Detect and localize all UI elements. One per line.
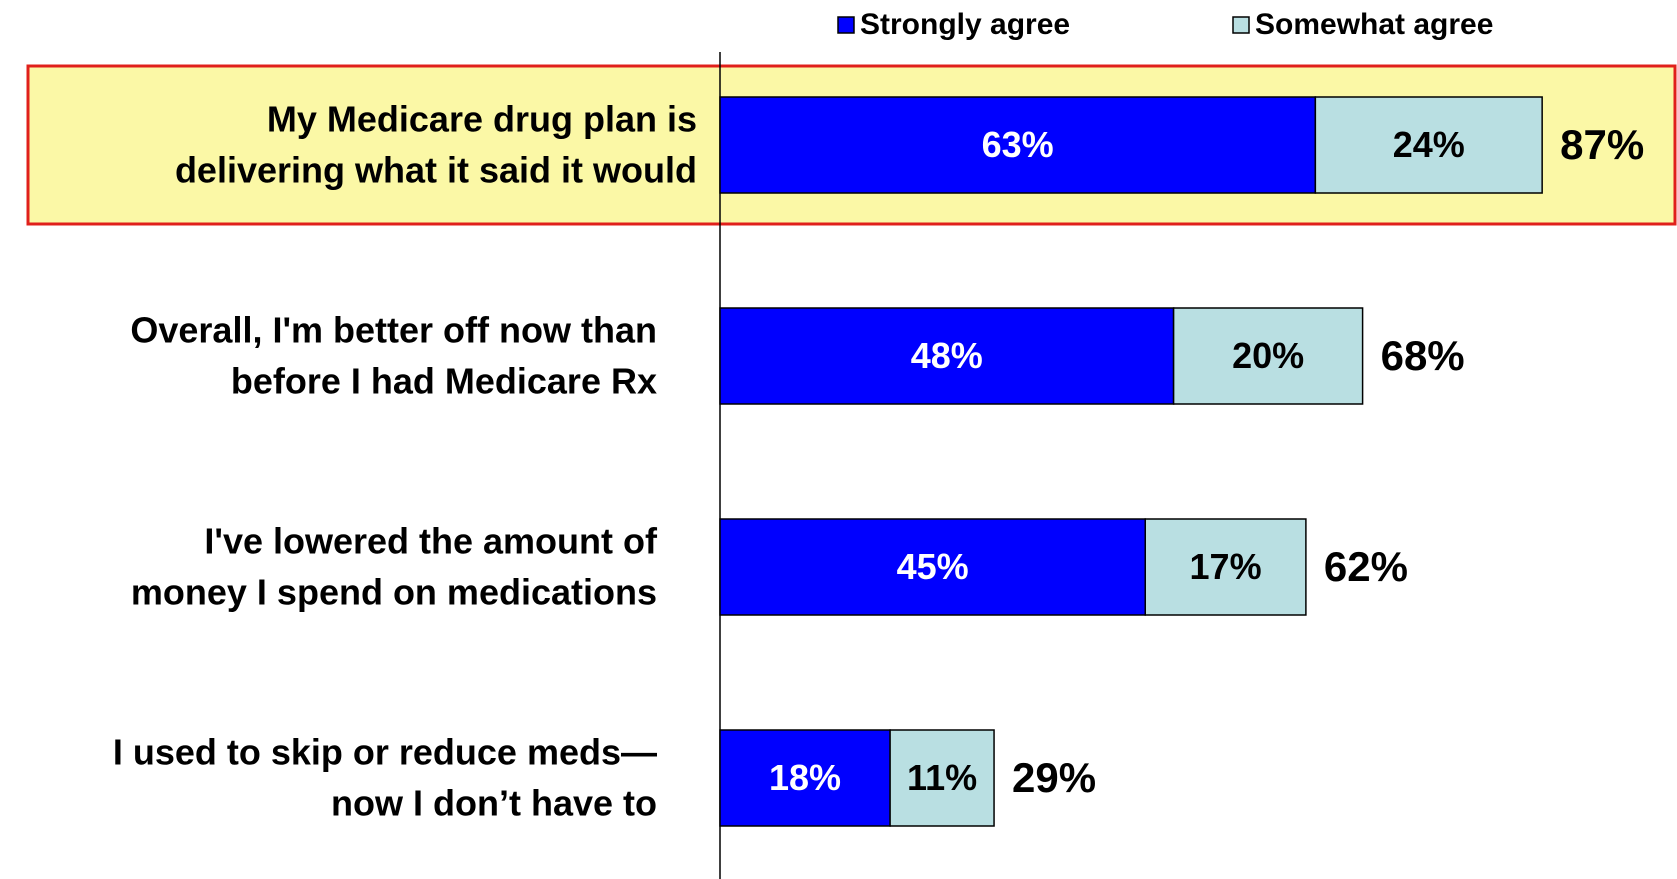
bar-somewhat-agree [1144, 518, 1307, 616]
legend-swatch-somewhat-agree [1232, 16, 1250, 34]
data-label-somewhat-agree: 11% [907, 757, 977, 798]
bar-strongly-agree [719, 307, 1175, 405]
bar-strongly-agree [719, 729, 891, 827]
data-label-somewhat-agree: 17% [1190, 546, 1262, 587]
category-label: now I don’t have to [331, 783, 657, 824]
total-label: 29% [1012, 754, 1096, 801]
category-label: I used to skip or reduce meds— [113, 732, 657, 773]
category-label: delivering what it said it would [175, 150, 697, 191]
total-label: 62% [1324, 543, 1408, 590]
bar-somewhat-agree [1314, 96, 1543, 194]
bar-groups: 63% 24% 87% 48% 20% 68% 45% 17% 62% 18% 11% 29% [719, 96, 1644, 827]
category-label: My Medicare drug plan is [267, 99, 697, 140]
bar-strongly-agree [719, 518, 1146, 616]
data-label-strongly-agree: 48% [911, 335, 983, 376]
data-label-somewhat-agree: 24% [1393, 124, 1465, 165]
legend: Strongly agree Somewhat agree [837, 8, 1493, 41]
legend-label-strongly-agree: Strongly agree [860, 8, 1070, 41]
category-label: I've lowered the amount of [204, 521, 658, 562]
legend-label-somewhat-agree: Somewhat agree [1255, 8, 1493, 41]
data-label-strongly-agree: 63% [982, 124, 1054, 165]
data-label-somewhat-agree: 20% [1232, 335, 1304, 376]
category-label: before I had Medicare Rx [231, 361, 657, 402]
data-label-strongly-agree: 18% [769, 757, 841, 798]
bar-strongly-agree [719, 96, 1317, 194]
bar-somewhat-agree [889, 729, 995, 827]
legend-swatch-strongly-agree [837, 16, 855, 34]
bar-somewhat-agree [1172, 307, 1364, 405]
total-label: 87% [1560, 121, 1644, 168]
total-label: 68% [1381, 332, 1465, 379]
data-label-strongly-agree: 45% [897, 546, 969, 587]
category-label: money I spend on medications [131, 572, 657, 613]
category-labels: My Medicare drug plan is delivering what … [113, 99, 697, 824]
category-label: Overall, I'm better off now than [130, 310, 657, 351]
